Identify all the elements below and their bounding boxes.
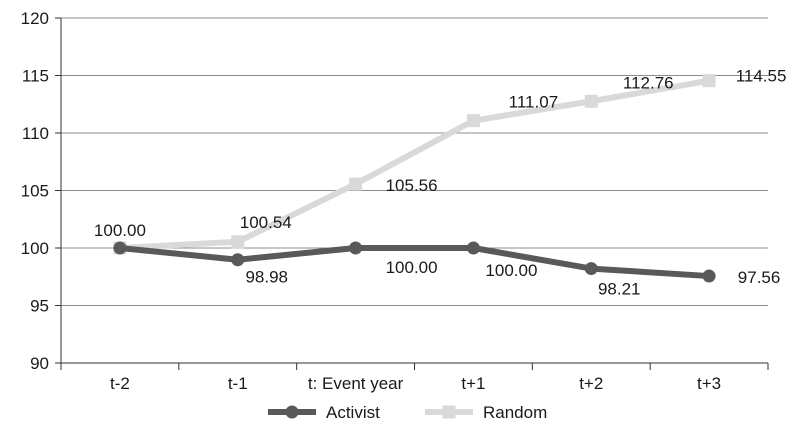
data-point-activist xyxy=(349,241,363,255)
x-tick-label: t-2 xyxy=(110,374,130,393)
data-label-random: 114.55 xyxy=(736,67,787,86)
data-point-random xyxy=(466,114,480,128)
data-label-random: 111.07 xyxy=(509,93,558,112)
y-tick-label: 110 xyxy=(22,124,49,143)
data-point-activist xyxy=(113,241,127,255)
data-label-random: 105.56 xyxy=(386,176,438,195)
legend-label-activist: Activist xyxy=(326,403,380,422)
series-group xyxy=(113,74,716,283)
y-tick-label: 115 xyxy=(22,67,49,86)
x-tick-label: t-1 xyxy=(228,374,248,393)
legend: Activist Random xyxy=(268,403,547,422)
data-labels: 100.00 100.54 105.56 111.07 112.76 114.55 98.9… xyxy=(94,67,787,299)
legend-label-random: Random xyxy=(483,403,547,422)
series-activist xyxy=(113,241,716,283)
data-label-activist: 100.00 xyxy=(386,258,438,277)
x-tick-label: t: Event year xyxy=(308,374,404,393)
data-point-random xyxy=(584,94,598,108)
x-tick-label: t+1 xyxy=(461,374,485,393)
legend-marker-activist xyxy=(285,405,299,419)
data-label-activist: 98.21 xyxy=(598,280,641,299)
data-label-random: 100.00 xyxy=(94,221,146,240)
data-label-activist: 98.98 xyxy=(245,268,288,287)
data-point-random xyxy=(702,74,716,88)
gridlines xyxy=(61,17,768,306)
y-tick-label: 120 xyxy=(21,9,49,28)
y-tick-label: 100 xyxy=(21,239,49,258)
data-label-activist: 97.56 xyxy=(738,268,781,287)
series-random xyxy=(113,74,716,255)
series-line-random xyxy=(116,77,713,251)
x-tick-label: t+2 xyxy=(579,374,603,393)
data-point-random xyxy=(349,177,363,191)
data-label-random: 100.54 xyxy=(240,213,292,232)
data-label-random: 112.76 xyxy=(623,73,674,92)
data-point-activist xyxy=(466,241,480,255)
y-tick-label: 105 xyxy=(21,182,49,201)
y-tick-label: 90 xyxy=(30,354,49,373)
data-point-random xyxy=(231,235,245,249)
x-tick-label: t+3 xyxy=(697,374,721,393)
axes: 90 95 100 105 110 115 120 t-2 t-1 t: Event year t+… xyxy=(21,9,769,393)
data-point-activist xyxy=(231,253,245,267)
data-point-activist xyxy=(702,269,716,283)
legend-marker-random xyxy=(442,405,456,419)
data-point-activist xyxy=(584,262,598,276)
legend-item-activist: Activist xyxy=(268,403,380,422)
y-tick-label: 95 xyxy=(30,297,49,316)
series-line-activist xyxy=(116,245,713,280)
data-label-activist: 100.00 xyxy=(485,261,537,280)
legend-item-random: Random xyxy=(425,403,547,422)
